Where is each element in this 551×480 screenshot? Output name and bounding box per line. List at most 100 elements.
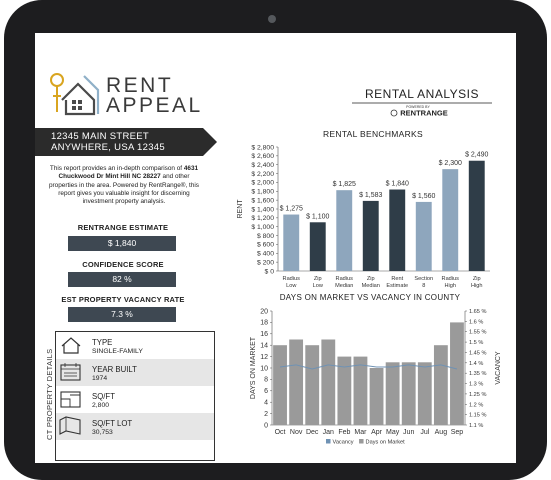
x-tick-label: Zip High: [471, 276, 483, 289]
y-tick-label: 2: [264, 411, 268, 418]
details-strip: [35, 331, 56, 461]
details-row: [56, 359, 214, 386]
line: [279, 364, 458, 370]
address-line: 12345 MAIN STREET: [51, 131, 150, 142]
bar: [417, 362, 432, 425]
metric-value: 82 %: [68, 272, 176, 287]
y-tick-label: 20: [260, 308, 268, 315]
bar: [369, 368, 384, 425]
data-label: $ 2,490: [465, 152, 488, 159]
y2-tick-label: 1.25 %: [469, 392, 486, 398]
y2-tick-label: 1.65 %: [469, 309, 486, 315]
metric-label: RENTRANGE ESTIMATE: [77, 223, 169, 232]
data-label: $ 1,825: [333, 181, 356, 188]
y2-tick-label: 1.6 %: [469, 319, 483, 325]
y2-tick-label: 1.2 %: [469, 402, 483, 408]
x-tick-label: Dec: [306, 429, 319, 436]
description-address: 4631 Chuckwood Dr Mint Hill NC 28227: [58, 165, 199, 181]
details-row: [56, 332, 214, 359]
section-title: RENTAL ANALYSIS: [365, 87, 479, 101]
data-label: $ 1,275: [280, 206, 303, 213]
detail-label: SQ/FT LOT: [92, 419, 133, 428]
x-tick-label: Zip Median: [362, 276, 380, 289]
y-tick-label: $ 2,200: [251, 171, 274, 178]
y-tick-label: $ 2,000: [251, 180, 274, 187]
bar: [309, 222, 326, 271]
y2-axis-label: VACANCY: [495, 351, 502, 385]
detail-label: TYPE: [92, 338, 113, 347]
y-axis-label: DAYS ON MARKET: [250, 336, 257, 399]
detail-label: SQ/FT: [92, 392, 115, 401]
y2-tick-label: 1.45 %: [469, 350, 486, 356]
data-label: $ 1,560: [412, 193, 435, 200]
x-tick-label: Aug: [435, 429, 448, 436]
y-tick-label: 6: [264, 388, 268, 395]
y-tick-label: 16: [260, 331, 268, 338]
data-label: $ 2,300: [439, 160, 462, 167]
bar: [468, 160, 485, 271]
bar: [305, 345, 320, 425]
x-tick-label: Jun: [403, 429, 414, 436]
details-row: [56, 413, 214, 440]
y-tick-label: $ 1,600: [251, 197, 274, 204]
x-tick-label: Radius Low: [283, 276, 301, 289]
y-tick-label: $ 1,200: [251, 215, 274, 222]
detail-value: 30,753: [92, 429, 113, 436]
y2-tick-label: 1.5 %: [469, 340, 483, 346]
bar: [321, 339, 336, 425]
y2-tick-label: 1.4 %: [469, 361, 483, 367]
y-tick-label: 12: [260, 354, 268, 361]
bar: [289, 339, 304, 425]
detail-value: SINGLE-FAMILY: [92, 348, 143, 355]
x-tick-label: Nov: [290, 429, 303, 436]
x-tick-label: Section 8: [414, 276, 433, 289]
y-tick-label: 0: [264, 422, 268, 429]
x-tick-label: Oct: [275, 429, 286, 436]
address-line: ANYWHERE, USA 12345: [51, 142, 165, 153]
bar: [362, 200, 379, 271]
brand: RENTRANGE: [400, 109, 448, 118]
metric-label: CONFIDENCE SCORE: [82, 260, 164, 269]
metric-value: $ 1,840: [68, 236, 176, 251]
y-tick-label: 8: [264, 377, 268, 384]
detail-value: 2,800: [92, 402, 110, 409]
legend-label: Vacancy: [333, 440, 354, 446]
powered-by: POWERED BY: [406, 105, 430, 109]
y-axis-label: RENT: [237, 199, 244, 219]
bar: [401, 362, 416, 425]
bar: [273, 345, 287, 425]
y-tick-label: $ 600: [257, 242, 274, 249]
bar: [337, 356, 352, 425]
y2-tick-label: 1.3 %: [469, 382, 483, 388]
description: This report provides an in-depth compari…: [44, 165, 204, 206]
data-label: $ 1,583: [359, 192, 382, 199]
y-tick-label: $ 2,400: [251, 162, 274, 169]
y-tick-label: 14: [260, 343, 268, 350]
charts: RENTAL ANALYSIS POWERED BY RENTRANGE REN…: [237, 87, 502, 446]
bar: [353, 356, 368, 425]
x-tick-label: Sep: [451, 429, 464, 436]
y-tick-label: $ 2,600: [251, 153, 274, 160]
logo-line1: RENT: [106, 74, 174, 97]
bar: [389, 189, 406, 271]
chart-title: DAYS ON MARKET VS VACANCY IN COUNTY: [280, 293, 461, 302]
metric-value: 7.3 %: [68, 307, 176, 322]
metric-label: EST PROPERTY VACANCY RATE: [61, 295, 185, 304]
details-row: [56, 386, 214, 413]
bar: [336, 190, 353, 271]
logo-icon: [50, 73, 100, 116]
detail-label: YEAR BUILT: [92, 365, 137, 374]
x-tick-label: Zip Low: [313, 276, 324, 289]
y-tick-label: $ 400: [257, 251, 274, 258]
logo-line2: APPEAL: [106, 94, 203, 117]
x-tick-label: Mar: [354, 429, 367, 436]
x-tick-label: Feb: [338, 429, 350, 436]
x-tick-label: May: [386, 429, 400, 436]
y-tick-label: $ 0: [265, 268, 275, 275]
brand-icon: [390, 109, 398, 117]
y-tick-label: $ 200: [257, 259, 274, 266]
y2-tick-label: 1.1 %: [469, 423, 483, 429]
x-tick-label: Apr: [371, 429, 383, 436]
data-label: $ 1,840: [386, 181, 409, 188]
description-text: This report provides an in-depth compari…: [49, 165, 183, 172]
